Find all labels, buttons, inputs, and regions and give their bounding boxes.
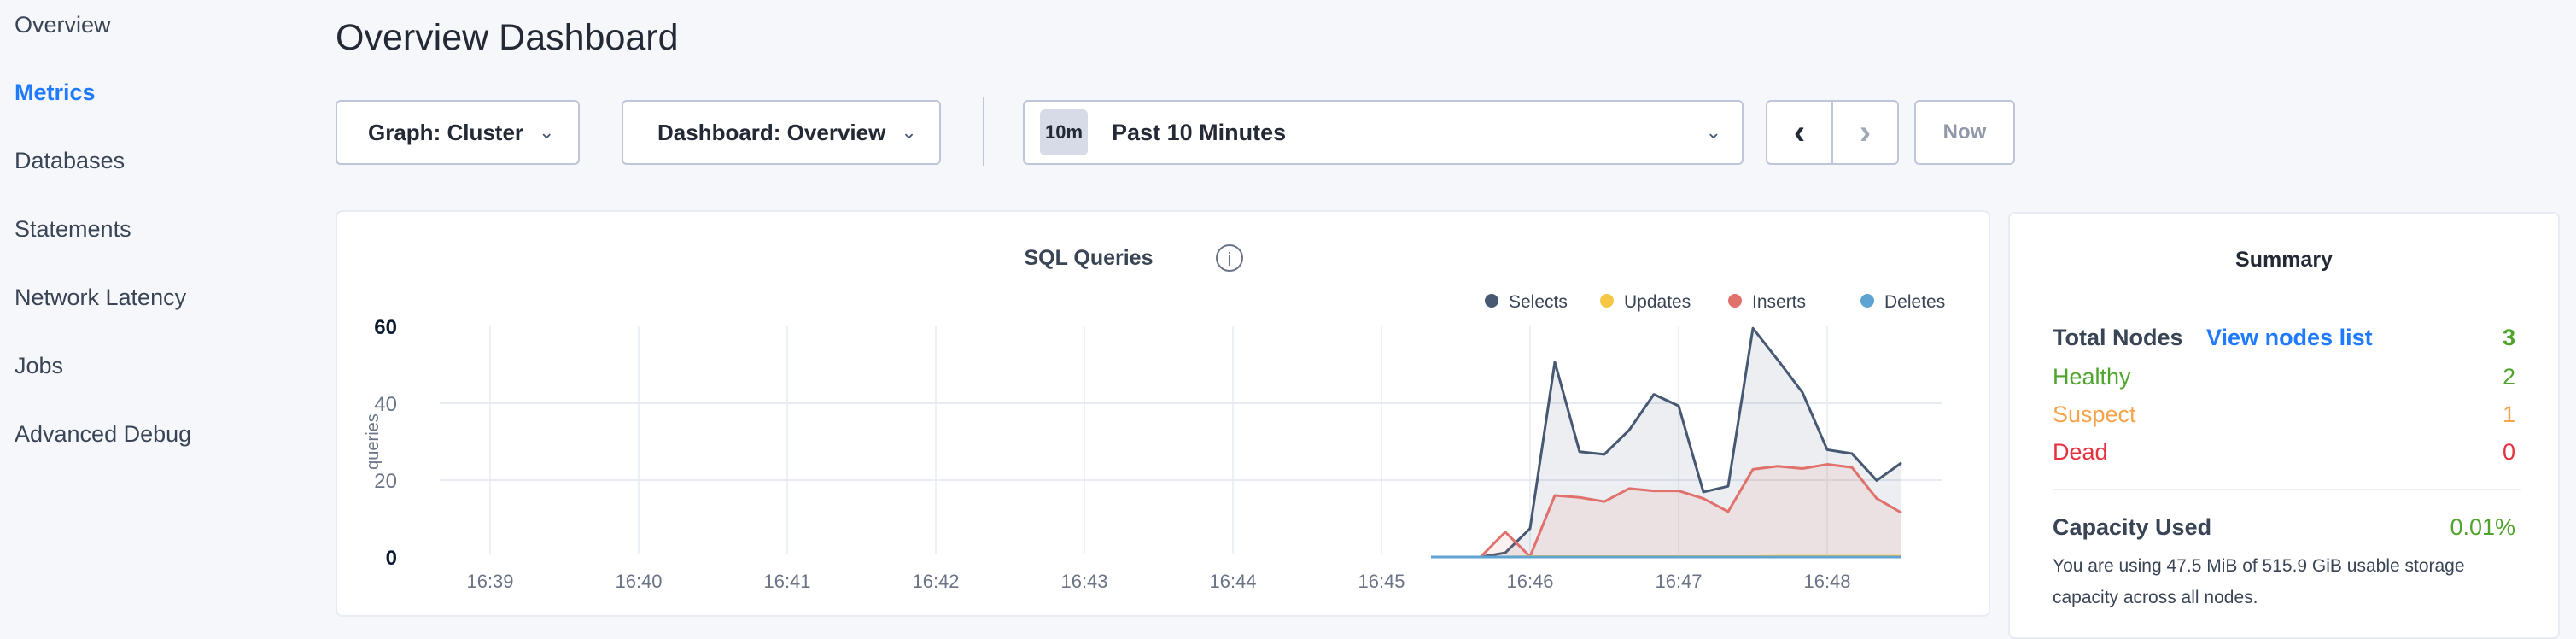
time-range-label: Past 10 Minutes: [1112, 119, 1287, 145]
x-tick-label: 16:41: [763, 571, 810, 592]
summary-divider: [2053, 489, 2521, 490]
x-tick-label: 16:40: [615, 571, 662, 592]
chart-title: SQL Queries: [1025, 246, 1154, 270]
legend-label-selects: Selects: [1509, 292, 1568, 312]
sidebar-item-metrics[interactable]: Metrics: [15, 79, 96, 105]
summary-card: Summary Total Nodes View nodes list 3 He…: [2008, 212, 2560, 639]
dead-label: Dead: [2053, 439, 2108, 465]
x-tick-label: 16:47: [1655, 571, 1702, 592]
info-icon: [1216, 244, 1243, 272]
now-button[interactable]: Now: [1914, 100, 2015, 165]
time-nav-group: ‹ ›: [1766, 100, 1899, 165]
info-icon-glyph: i: [1228, 249, 1232, 270]
legend-label-inserts: Inserts: [1752, 292, 1806, 312]
sidebar-item-statements[interactable]: Statements: [15, 216, 131, 242]
capacity-used-label: Capacity Used: [2053, 514, 2212, 540]
sidebar-item-jobs[interactable]: Jobs: [15, 353, 64, 378]
legend-dot-deletes: [1860, 294, 1874, 308]
y-tick-label: 20: [374, 470, 397, 493]
capacity-used-value: 0.01%: [2450, 514, 2515, 540]
suspect-label: Suspect: [2053, 402, 2136, 427]
legend-dot-updates: [1600, 294, 1614, 308]
x-tick-label: 16:43: [1060, 571, 1107, 592]
capacity-description: You are using 47.5 MiB of 515.9 GiB usab…: [2053, 556, 2465, 607]
series-area-inserts: [1431, 464, 1901, 557]
legend-dot-inserts: [1728, 294, 1742, 308]
y-tick-label: 60: [374, 316, 397, 339]
suspect-value: 1: [2502, 402, 2515, 427]
y-tick-label: 40: [374, 393, 397, 416]
summary-title: Summary: [2235, 248, 2333, 272]
x-tick-label: 16:46: [1506, 571, 1553, 592]
dead-value: 0: [2502, 439, 2515, 465]
sidebar-item-network-latency[interactable]: Network Latency: [15, 284, 187, 310]
x-tick-label: 16:42: [912, 571, 959, 592]
chevron-right-icon[interactable]: ›: [1859, 113, 1872, 151]
x-tick-label: 16:44: [1209, 571, 1256, 592]
y-axis-label: queries: [364, 413, 383, 470]
y-tick-label: 0: [386, 547, 397, 570]
dashboard-dropdown-label: Dashboard: Overview: [657, 119, 886, 145]
healthy-label: Healthy: [2053, 364, 2131, 390]
chevron-left-icon[interactable]: ‹: [1767, 102, 1833, 163]
sidebar-item-databases[interactable]: Databases: [15, 148, 126, 173]
chevron-down-icon: ⌄: [1705, 121, 1721, 143]
legend-dot-selects: [1485, 294, 1498, 308]
x-tick-label: 16:39: [466, 571, 513, 592]
time-range-dropdown[interactable]: 10m Past 10 Minutes ⌄: [1023, 100, 1744, 165]
toolbar-divider: [983, 97, 984, 166]
healthy-value: 2: [2502, 364, 2515, 390]
sql-queries-chart-card: SQL Queries i 0 20 40 60 queries 16:39 16:40 16:4…: [336, 210, 1990, 617]
sidebar-item-overview[interactable]: Overview: [15, 12, 111, 38]
series-line-inserts: [1431, 463, 1902, 559]
series-line-selects: [1431, 326, 1902, 559]
legend-label-updates: Updates: [1624, 292, 1691, 312]
sidebar-item-advanced-debug[interactable]: Advanced Debug: [15, 421, 192, 447]
sql-queries-chart: SQL Queries i 0 20 40 60 queries 16:39 16:40 16:4…: [364, 244, 1945, 592]
total-nodes-value: 3: [2502, 325, 2515, 350]
page-title: Overview Dashboard: [336, 17, 679, 58]
dashboard-dropdown[interactable]: Dashboard: Overview ⌄: [622, 100, 941, 165]
graph-dropdown[interactable]: Graph: Cluster ⌄: [336, 100, 580, 165]
legend-label-deletes: Deletes: [1884, 292, 1945, 312]
x-tick-label: 16:45: [1358, 571, 1405, 592]
series-area-selects: [1431, 328, 1901, 557]
x-tick-label: 16:48: [1803, 571, 1850, 592]
view-nodes-list-link[interactable]: View nodes list: [2206, 325, 2373, 350]
graph-dropdown-label: Graph: Cluster: [368, 119, 524, 145]
total-nodes-label: Total Nodes: [2053, 325, 2183, 350]
chevron-down-icon: ⌄: [901, 121, 917, 143]
chevron-down-icon: ⌄: [539, 121, 555, 143]
time-range-badge: 10m: [1040, 109, 1089, 155]
